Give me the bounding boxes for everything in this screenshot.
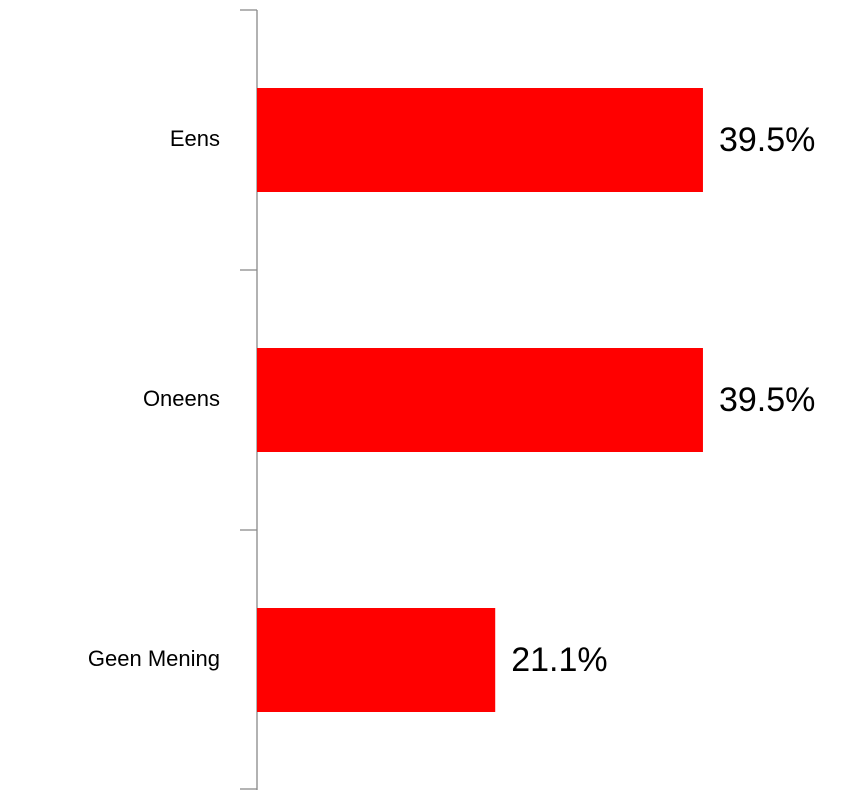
bar [257, 348, 703, 452]
category-label: Geen Mening [88, 646, 220, 671]
value-label: 39.5% [719, 381, 815, 419]
bar [257, 88, 703, 192]
value-label: 21.1% [511, 641, 607, 679]
value-label: 39.5% [719, 121, 815, 159]
category-label: Eens [170, 126, 220, 151]
category-label: Oneens [143, 386, 220, 411]
bar [257, 608, 496, 712]
